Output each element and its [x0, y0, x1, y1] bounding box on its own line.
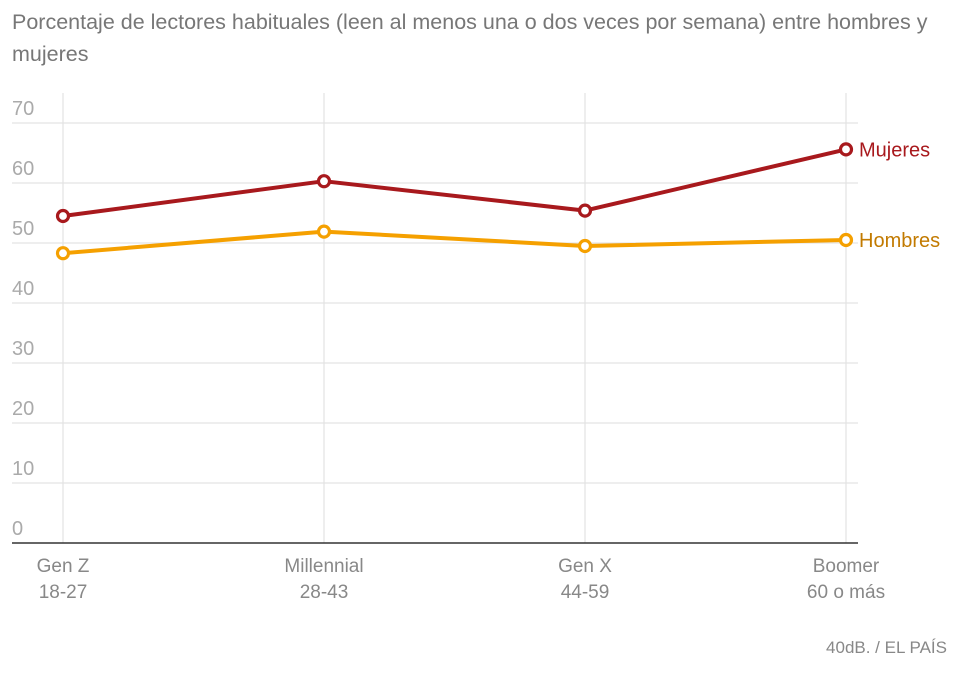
- chart-title: Porcentaje de lectores habituales (leen …: [12, 10, 928, 66]
- series-lines: Mujeres Hombres: [55, 139, 940, 261]
- y-tick-label: 70: [12, 98, 34, 120]
- data-point: [577, 203, 593, 218]
- data-point: [316, 174, 332, 189]
- y-tick-label: 30: [12, 338, 34, 360]
- y-tick-label: 40: [12, 278, 34, 300]
- x-axis-labels: Gen Z 18-27 Millennial 28-43 Gen X 44-59 Boome…: [37, 556, 885, 603]
- y-axis-ticks: 0 10 20 30 40 50 60 70: [12, 98, 34, 540]
- x-tick-sublabel: 60 o más: [807, 582, 885, 603]
- x-tick-label: Millennial: [284, 556, 363, 577]
- y-tick-label: 60: [12, 158, 34, 180]
- data-point: [838, 232, 854, 248]
- y-tick-label: 0: [12, 518, 23, 540]
- series-line-mujeres: [62, 147, 847, 218]
- x-tick-label: Boomer: [813, 556, 880, 577]
- series-line-hombres: [62, 229, 847, 256]
- x-tick-label: Gen X: [558, 556, 612, 577]
- y-tick-label: 10: [12, 458, 34, 480]
- y-tick-label: 20: [12, 398, 34, 420]
- x-tick-sublabel: 18-27: [39, 582, 88, 603]
- source-note: 40dB. / EL PAÍS: [826, 638, 947, 657]
- x-tick-sublabel: 28-43: [300, 582, 349, 603]
- gridlines: [12, 93, 858, 543]
- y-tick-label: 50: [12, 218, 34, 240]
- data-point: [316, 224, 332, 239]
- data-point: [55, 246, 71, 261]
- data-point: [577, 238, 593, 254]
- data-point: [838, 142, 854, 157]
- x-tick-label: Gen Z: [37, 556, 90, 577]
- x-tick-sublabel: 44-59: [561, 582, 610, 603]
- series-label: Mujeres: [859, 139, 930, 161]
- series-label: Hombres: [859, 230, 940, 252]
- data-point: [55, 208, 71, 224]
